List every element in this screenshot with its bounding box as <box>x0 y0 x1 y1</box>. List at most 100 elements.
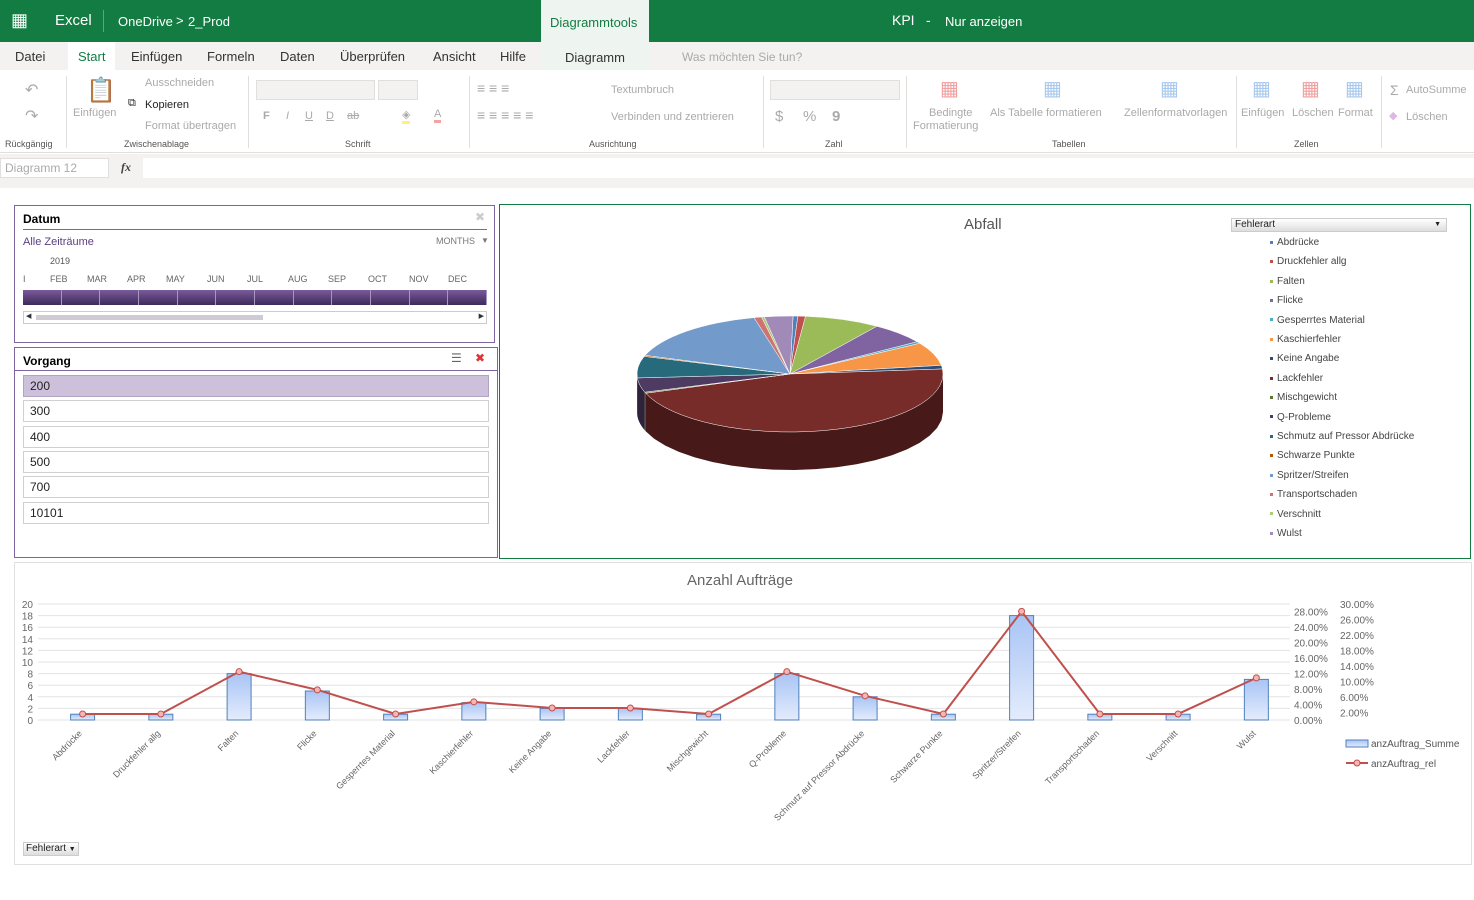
insert-cells-button[interactable]: Einfügen <box>1241 107 1285 119</box>
chevron-down-icon[interactable]: ▼ <box>481 236 489 245</box>
line-point[interactable] <box>235 668 243 676</box>
tab-hilfe[interactable]: Hilfe <box>500 49 527 64</box>
line-point[interactable] <box>939 710 947 718</box>
month-cell[interactable] <box>62 290 101 305</box>
pie-legend-item[interactable]: Lackfehler <box>1270 373 1323 384</box>
month-cell[interactable] <box>410 290 449 305</box>
pie-slice-side[interactable] <box>644 392 646 432</box>
month-cell[interactable] <box>216 290 256 305</box>
month-cell[interactable] <box>371 290 410 305</box>
pie-legend-item[interactable]: Transportschaden <box>1270 489 1357 500</box>
month-label[interactable]: MAY <box>166 274 185 284</box>
tell-me-search[interactable]: Was möchten Sie tun? <box>682 50 803 64</box>
line-point[interactable] <box>705 710 713 718</box>
bar[interactable] <box>852 696 878 721</box>
clear-button[interactable]: Löschen <box>1406 111 1448 123</box>
line-point[interactable] <box>1018 607 1026 615</box>
app-name[interactable]: Excel <box>55 12 92 29</box>
scroll-left-icon[interactable]: ◀ <box>26 313 32 320</box>
bar[interactable] <box>1243 678 1269 721</box>
slicer-item[interactable]: 400 <box>23 425 489 448</box>
month-label[interactable]: APR <box>127 274 146 284</box>
currency-button[interactable]: $ <box>775 108 784 125</box>
tab-datei[interactable]: Datei <box>15 49 46 64</box>
format-painter-button[interactable]: Format übertragen <box>145 120 237 132</box>
double-underline-button[interactable]: D <box>326 110 334 122</box>
conditional-format-label2[interactable]: Formatierung <box>913 120 979 132</box>
line-point[interactable] <box>79 710 87 718</box>
month-label[interactable]: SEP <box>328 274 347 284</box>
bar-chart-frame[interactable] <box>14 562 1472 865</box>
line-point[interactable] <box>313 686 321 694</box>
month-cell[interactable] <box>448 290 488 305</box>
month-label[interactable]: I <box>23 274 26 284</box>
bar-filter-button[interactable]: Fehlerart ▼ <box>23 842 79 856</box>
pie-legend-item[interactable]: Kaschierfehler <box>1270 334 1341 345</box>
month-cell[interactable] <box>178 290 217 305</box>
format-as-table-button[interactable]: Als Tabelle formatieren <box>990 107 1102 119</box>
cell-styles-button[interactable]: Zellenformatvorlagen <box>1124 107 1228 119</box>
bar[interactable] <box>1009 615 1035 721</box>
month-cell[interactable] <box>100 290 140 305</box>
time-level-select[interactable]: MONTHS <box>436 236 475 246</box>
pie-chart-frame[interactable] <box>499 204 1471 559</box>
month-label[interactable]: AUG <box>288 274 308 284</box>
breadcrumb-root[interactable]: OneDrive <box>118 14 173 29</box>
line-point[interactable] <box>548 704 556 712</box>
align-icons-2[interactable]: ≡ ≡ ≡ ≡ ≡ <box>477 107 534 123</box>
pie-legend-item[interactable]: Schmutz auf Pressor Abdrücke <box>1270 431 1414 442</box>
pie-legend-item[interactable]: Flicke <box>1270 295 1303 306</box>
bar[interactable] <box>774 673 800 721</box>
month-cell[interactable] <box>332 290 372 305</box>
redo-icon[interactable]: ↷ <box>25 108 39 125</box>
pie-slice-side[interactable] <box>645 374 943 470</box>
pie-legend-item[interactable]: Schwarze Punkte <box>1270 450 1355 461</box>
font-name-select[interactable] <box>256 80 375 100</box>
underline-button[interactable]: U <box>305 110 313 122</box>
slicer-item[interactable]: 300 <box>23 400 489 423</box>
pie-legend-item[interactable]: Q-Probleme <box>1270 412 1331 423</box>
font-color-icon[interactable]: A <box>434 108 442 123</box>
tab-ueberpruefen[interactable]: Überprüfen <box>340 49 406 64</box>
font-size-select[interactable] <box>378 80 418 100</box>
month-cell[interactable] <box>294 290 333 305</box>
formula-input[interactable] <box>143 158 1474 178</box>
autosum-button[interactable]: AutoSumme <box>1406 84 1467 96</box>
undo-icon[interactable]: ↶ <box>25 82 39 99</box>
month-label[interactable]: NOV <box>409 274 429 284</box>
line-point[interactable] <box>157 710 165 718</box>
tab-formeln[interactable]: Formeln <box>207 49 255 64</box>
tab-einfuegen[interactable]: Einfügen <box>131 49 183 64</box>
line-point[interactable] <box>1174 710 1182 718</box>
bar[interactable] <box>304 690 330 721</box>
slicer-item[interactable]: 700 <box>23 476 489 499</box>
name-box[interactable]: Diagramm 12 <box>0 158 109 178</box>
copy-button[interactable]: Kopieren <box>145 99 190 111</box>
clear-filter-icon[interactable]: ✖ <box>475 351 486 365</box>
paste-button[interactable]: Einfügen <box>73 107 117 119</box>
pie-legend-item[interactable]: Gesperrtes Material <box>1270 315 1365 326</box>
delete-cells-button[interactable]: Löschen <box>1292 107 1334 119</box>
multi-select-icon[interactable]: ☰ <box>451 351 462 365</box>
line-point[interactable] <box>392 710 400 718</box>
strikethrough-button[interactable]: ab <box>347 110 360 122</box>
month-label[interactable]: JUL <box>247 274 264 284</box>
line-point[interactable] <box>626 704 634 712</box>
cut-button[interactable]: Ausschneiden <box>145 77 215 89</box>
comma-button[interactable]: 9 <box>832 108 841 125</box>
pie-legend-item[interactable]: Verschnitt <box>1270 509 1321 520</box>
format-cells-button[interactable]: Format <box>1338 107 1373 119</box>
breadcrumb-folder[interactable]: 2_Prod <box>188 14 230 29</box>
line-point[interactable] <box>861 692 869 700</box>
pie-slice[interactable] <box>763 315 794 375</box>
month-label[interactable]: OCT <box>368 274 387 284</box>
timeline-scrollbar[interactable]: ◀ ▶ <box>23 311 487 324</box>
clear-filter-icon[interactable]: ✖ <box>475 210 486 224</box>
month-cell[interactable] <box>23 290 62 305</box>
tab-diagramm[interactable]: Diagramm <box>565 50 625 65</box>
month-label[interactable]: JUN <box>207 274 225 284</box>
bold-button[interactable]: F <box>263 110 270 122</box>
italic-button[interactable]: I <box>286 110 290 122</box>
line-point[interactable] <box>1096 710 1104 718</box>
scrollbar-thumb[interactable] <box>36 315 263 320</box>
